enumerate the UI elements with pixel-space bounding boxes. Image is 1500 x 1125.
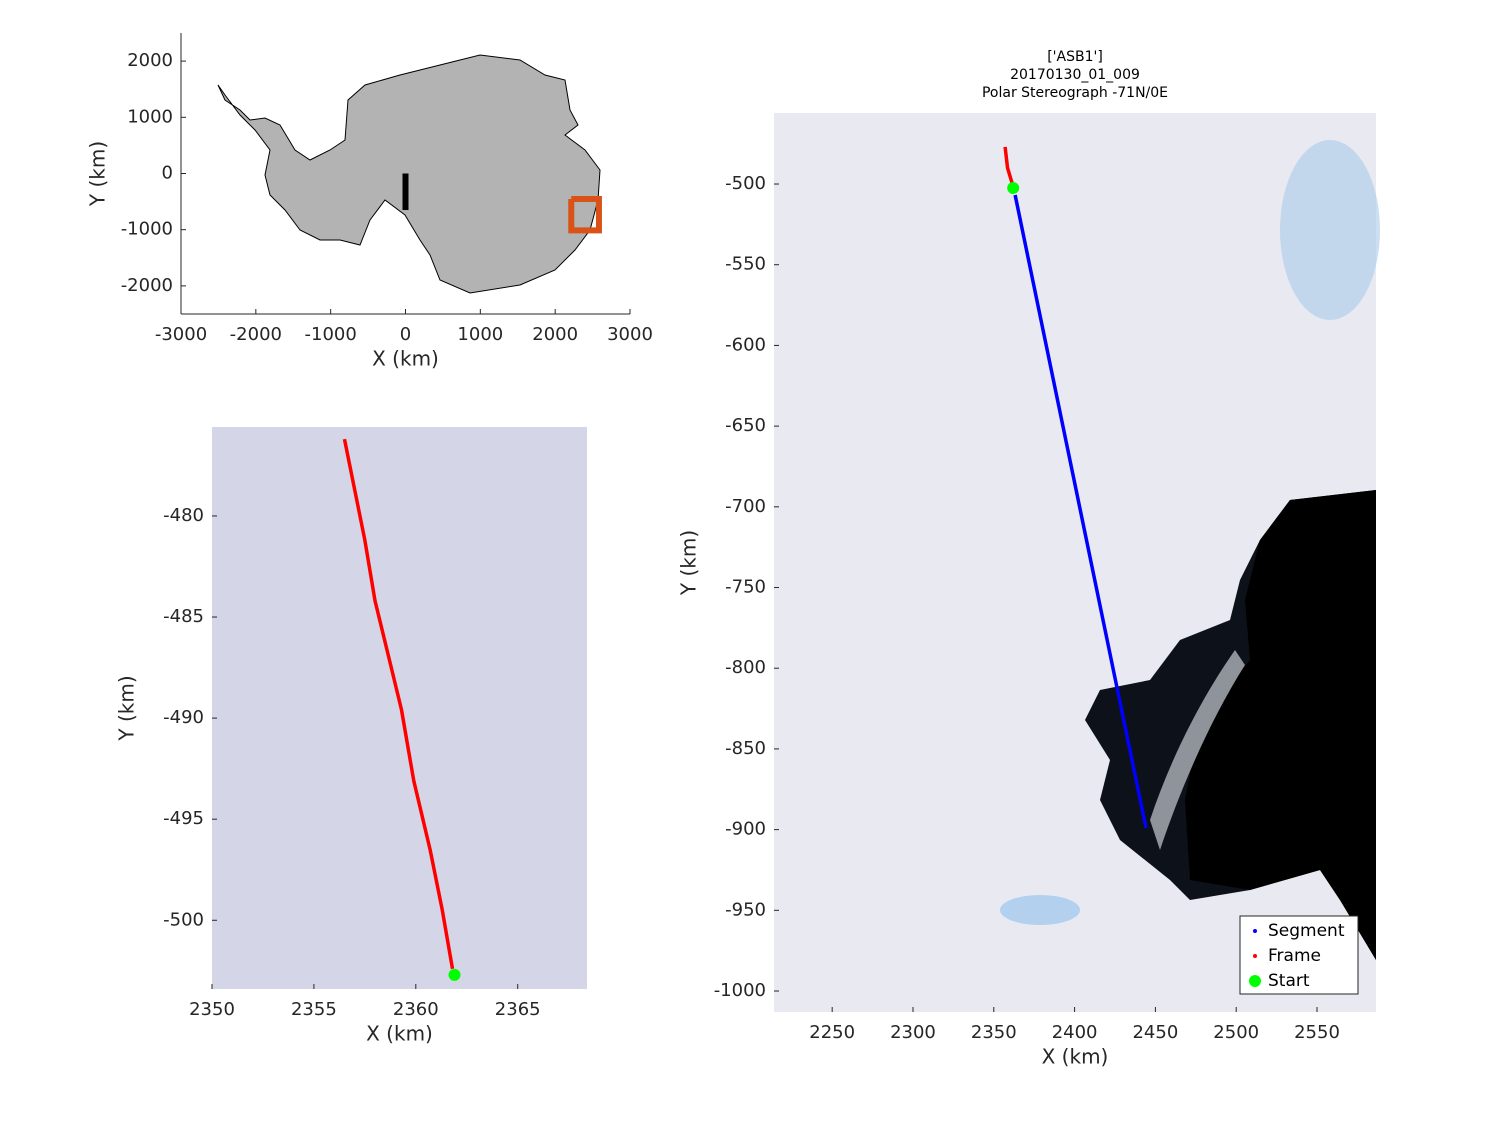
track-line <box>568 195 602 234</box>
y-tick-label: -700 <box>725 496 766 517</box>
y-tick-label: -490 <box>163 707 204 728</box>
y-tick-label: -2000 <box>121 275 173 296</box>
legend-marker <box>1249 975 1261 987</box>
y-tick-label: -950 <box>725 899 766 920</box>
track-line <box>342 438 455 970</box>
x-tick-label: 2550 <box>1294 1022 1340 1043</box>
chart-title: Polar Stereograph -71N/0E <box>982 85 1168 101</box>
y-axis-label: Y (km) <box>677 530 701 596</box>
y-tick-label: -500 <box>163 909 204 930</box>
legend-label: Segment <box>1268 921 1345 941</box>
ocean <box>1185 490 1376 960</box>
x-tick-label: -3000 <box>155 324 207 345</box>
y-tick-label: 1000 <box>127 106 173 127</box>
y-tick-label: -485 <box>163 606 204 627</box>
y-tick-label: 2000 <box>127 50 173 71</box>
image-feature <box>1000 895 1080 925</box>
y-tick-label: -600 <box>725 334 766 355</box>
x-tick-label: -1000 <box>305 324 357 345</box>
image-feature <box>1280 140 1380 320</box>
x-tick-label: 2365 <box>495 999 541 1020</box>
start-marker <box>448 968 461 981</box>
x-axis-label: X (km) <box>372 347 439 371</box>
y-tick-label: -850 <box>725 738 766 759</box>
x-axis-label: X (km) <box>366 1022 433 1046</box>
x-tick-label: 2355 <box>291 999 337 1020</box>
x-tick-label: 2250 <box>809 1022 855 1043</box>
y-tick-label: 0 <box>162 163 173 184</box>
y-tick-label: -495 <box>163 808 204 829</box>
y-tick-label: -500 <box>725 173 766 194</box>
x-tick-label: 2350 <box>189 999 235 1020</box>
legend-marker <box>1253 954 1257 958</box>
x-tick-label: 2450 <box>1132 1022 1178 1043</box>
y-tick-label: -800 <box>725 657 766 678</box>
x-tick-label: 3000 <box>607 324 653 345</box>
y-tick-label: -650 <box>725 415 766 436</box>
x-tick-label: 2300 <box>890 1022 936 1043</box>
y-axis-label: Y (km) <box>86 141 110 207</box>
x-tick-label: -2000 <box>230 324 282 345</box>
x-tick-label: 2400 <box>1052 1022 1098 1043</box>
start-marker <box>1007 182 1020 195</box>
x-tick-label: 2360 <box>393 999 439 1020</box>
x-tick-label: 2350 <box>971 1022 1017 1043</box>
x-tick-label: 2500 <box>1213 1022 1259 1043</box>
y-tick-label: -900 <box>725 819 766 840</box>
y-tick-label: -1000 <box>714 980 766 1001</box>
x-tick-label: 0 <box>400 324 411 345</box>
image-feature <box>1150 650 1245 850</box>
y-tick-label: -750 <box>725 577 766 598</box>
chart-title: ['ASB1'] <box>1047 49 1103 65</box>
y-tick-label: -480 <box>163 505 204 526</box>
x-axis-label: X (km) <box>1042 1045 1109 1069</box>
legend-label: Frame <box>1268 946 1321 966</box>
legend-label: Start <box>1268 971 1310 991</box>
y-tick-label: -550 <box>725 254 766 275</box>
legend-marker <box>1253 929 1257 933</box>
track-line <box>1013 194 1148 829</box>
y-axis-label: Y (km) <box>115 675 139 741</box>
chart-title: 20170130_01_009 <box>1010 67 1140 83</box>
y-tick-label: -1000 <box>121 219 173 240</box>
x-tick-label: 2000 <box>532 324 578 345</box>
x-tick-label: 1000 <box>457 324 503 345</box>
